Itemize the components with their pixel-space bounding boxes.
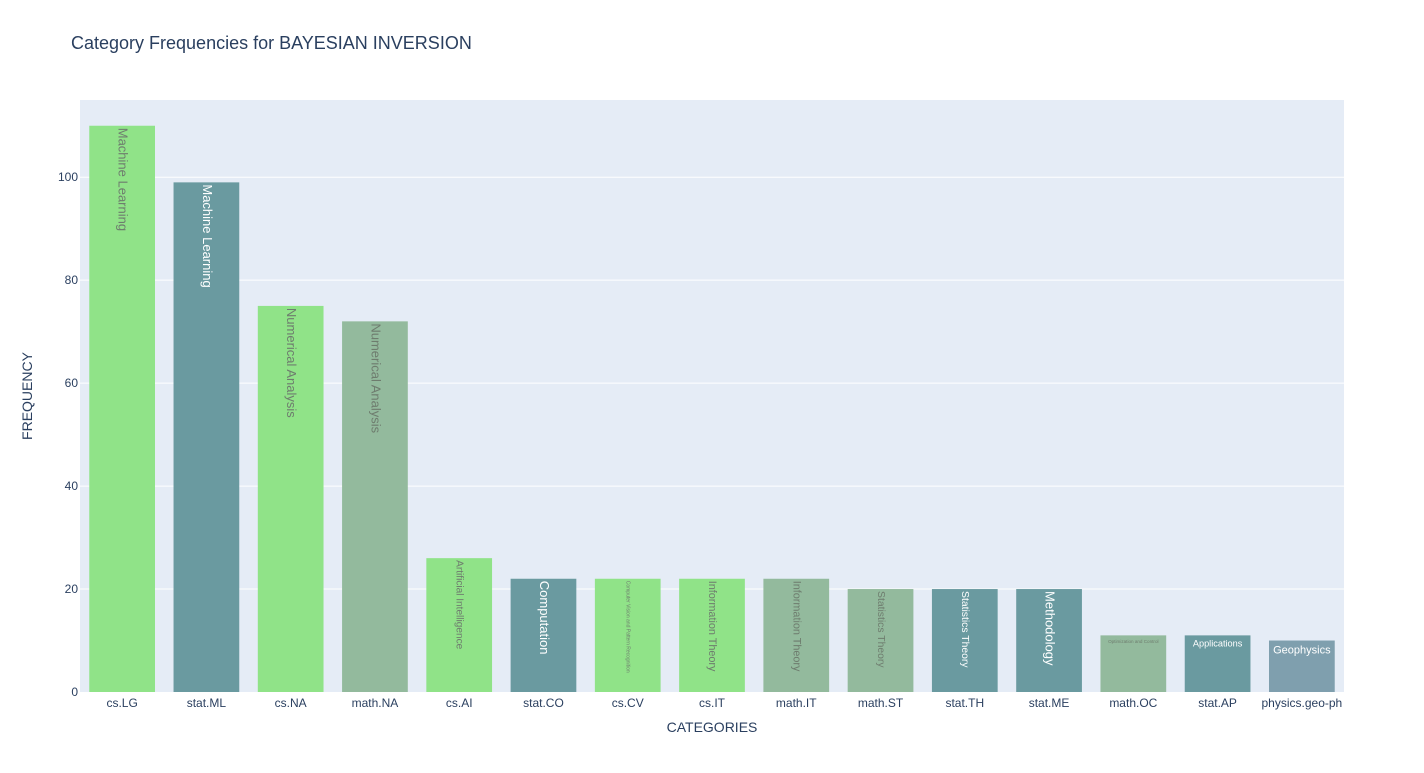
bar <box>1016 589 1082 692</box>
bar-data-label: Computer Vision and Pattern Recognition <box>624 581 630 673</box>
bar <box>426 558 493 692</box>
bar-data-label: Information Theory <box>706 581 718 672</box>
y-tick-label: 80 <box>65 273 79 287</box>
chart-title: Category Frequencies for BAYESIAN INVERS… <box>71 33 472 53</box>
x-tick-label: stat.ME <box>1029 696 1070 710</box>
bar <box>89 125 155 692</box>
bar <box>679 578 745 692</box>
bar-data-label: Information Theory <box>790 581 802 672</box>
x-tick-label: physics.geo-ph <box>1262 696 1343 710</box>
bar <box>594 578 661 692</box>
x-tick-label: stat.TH <box>945 696 984 710</box>
x-tick-label: cs.AI <box>446 696 473 710</box>
bar-data-label: Applications <box>1193 639 1243 649</box>
x-axis-title: CATEGORIES <box>666 719 758 735</box>
bar <box>1100 635 1167 692</box>
bar <box>931 589 998 692</box>
y-tick-label: 40 <box>65 479 79 493</box>
bar <box>510 578 577 692</box>
y-tick-label: 20 <box>65 582 79 596</box>
x-tick-label: cs.CV <box>612 696 644 710</box>
bar-data-label: Geophysics <box>1273 644 1331 656</box>
y-axis-title: FREQUENCY <box>19 352 35 440</box>
y-tick-label: 0 <box>71 685 78 699</box>
bar-data-label: Methodology <box>1043 591 1058 666</box>
x-tick-label: math.ST <box>858 696 904 710</box>
bar <box>342 321 408 692</box>
x-tick-label: stat.ML <box>187 696 227 710</box>
bar <box>847 589 914 692</box>
bar <box>1269 640 1335 692</box>
bar-data-label: Computation <box>537 581 552 655</box>
x-tick-label: cs.LG <box>106 696 137 710</box>
bar <box>763 578 830 692</box>
bar-data-label: Numerical Analysis <box>368 323 383 433</box>
bar-data-label: Machine Learning <box>200 184 215 287</box>
bar-data-label: Machine Learning <box>116 128 131 231</box>
x-tick-label: math.IT <box>776 696 817 710</box>
bar <box>1184 635 1251 692</box>
bar-data-label: Optimization and Control <box>1108 639 1158 644</box>
bar-data-label: Numerical Analysis <box>284 308 299 418</box>
x-tick-label: stat.CO <box>523 696 564 710</box>
bar <box>173 182 240 692</box>
x-tick-label: cs.NA <box>275 696 307 710</box>
x-tick-label: stat.AP <box>1198 696 1237 710</box>
x-tick-label: cs.IT <box>699 696 726 710</box>
y-tick-label: 60 <box>65 376 79 390</box>
x-tick-label: math.NA <box>352 696 399 710</box>
bar-data-label: Statistics Theory <box>875 591 886 668</box>
bar <box>257 305 324 692</box>
bar-data-label: Statistics Theory <box>959 591 970 668</box>
x-tick-label: math.OC <box>1109 696 1157 710</box>
bar-data-label: Artificial Intelligence <box>454 560 465 649</box>
y-tick-label: 100 <box>58 170 78 184</box>
